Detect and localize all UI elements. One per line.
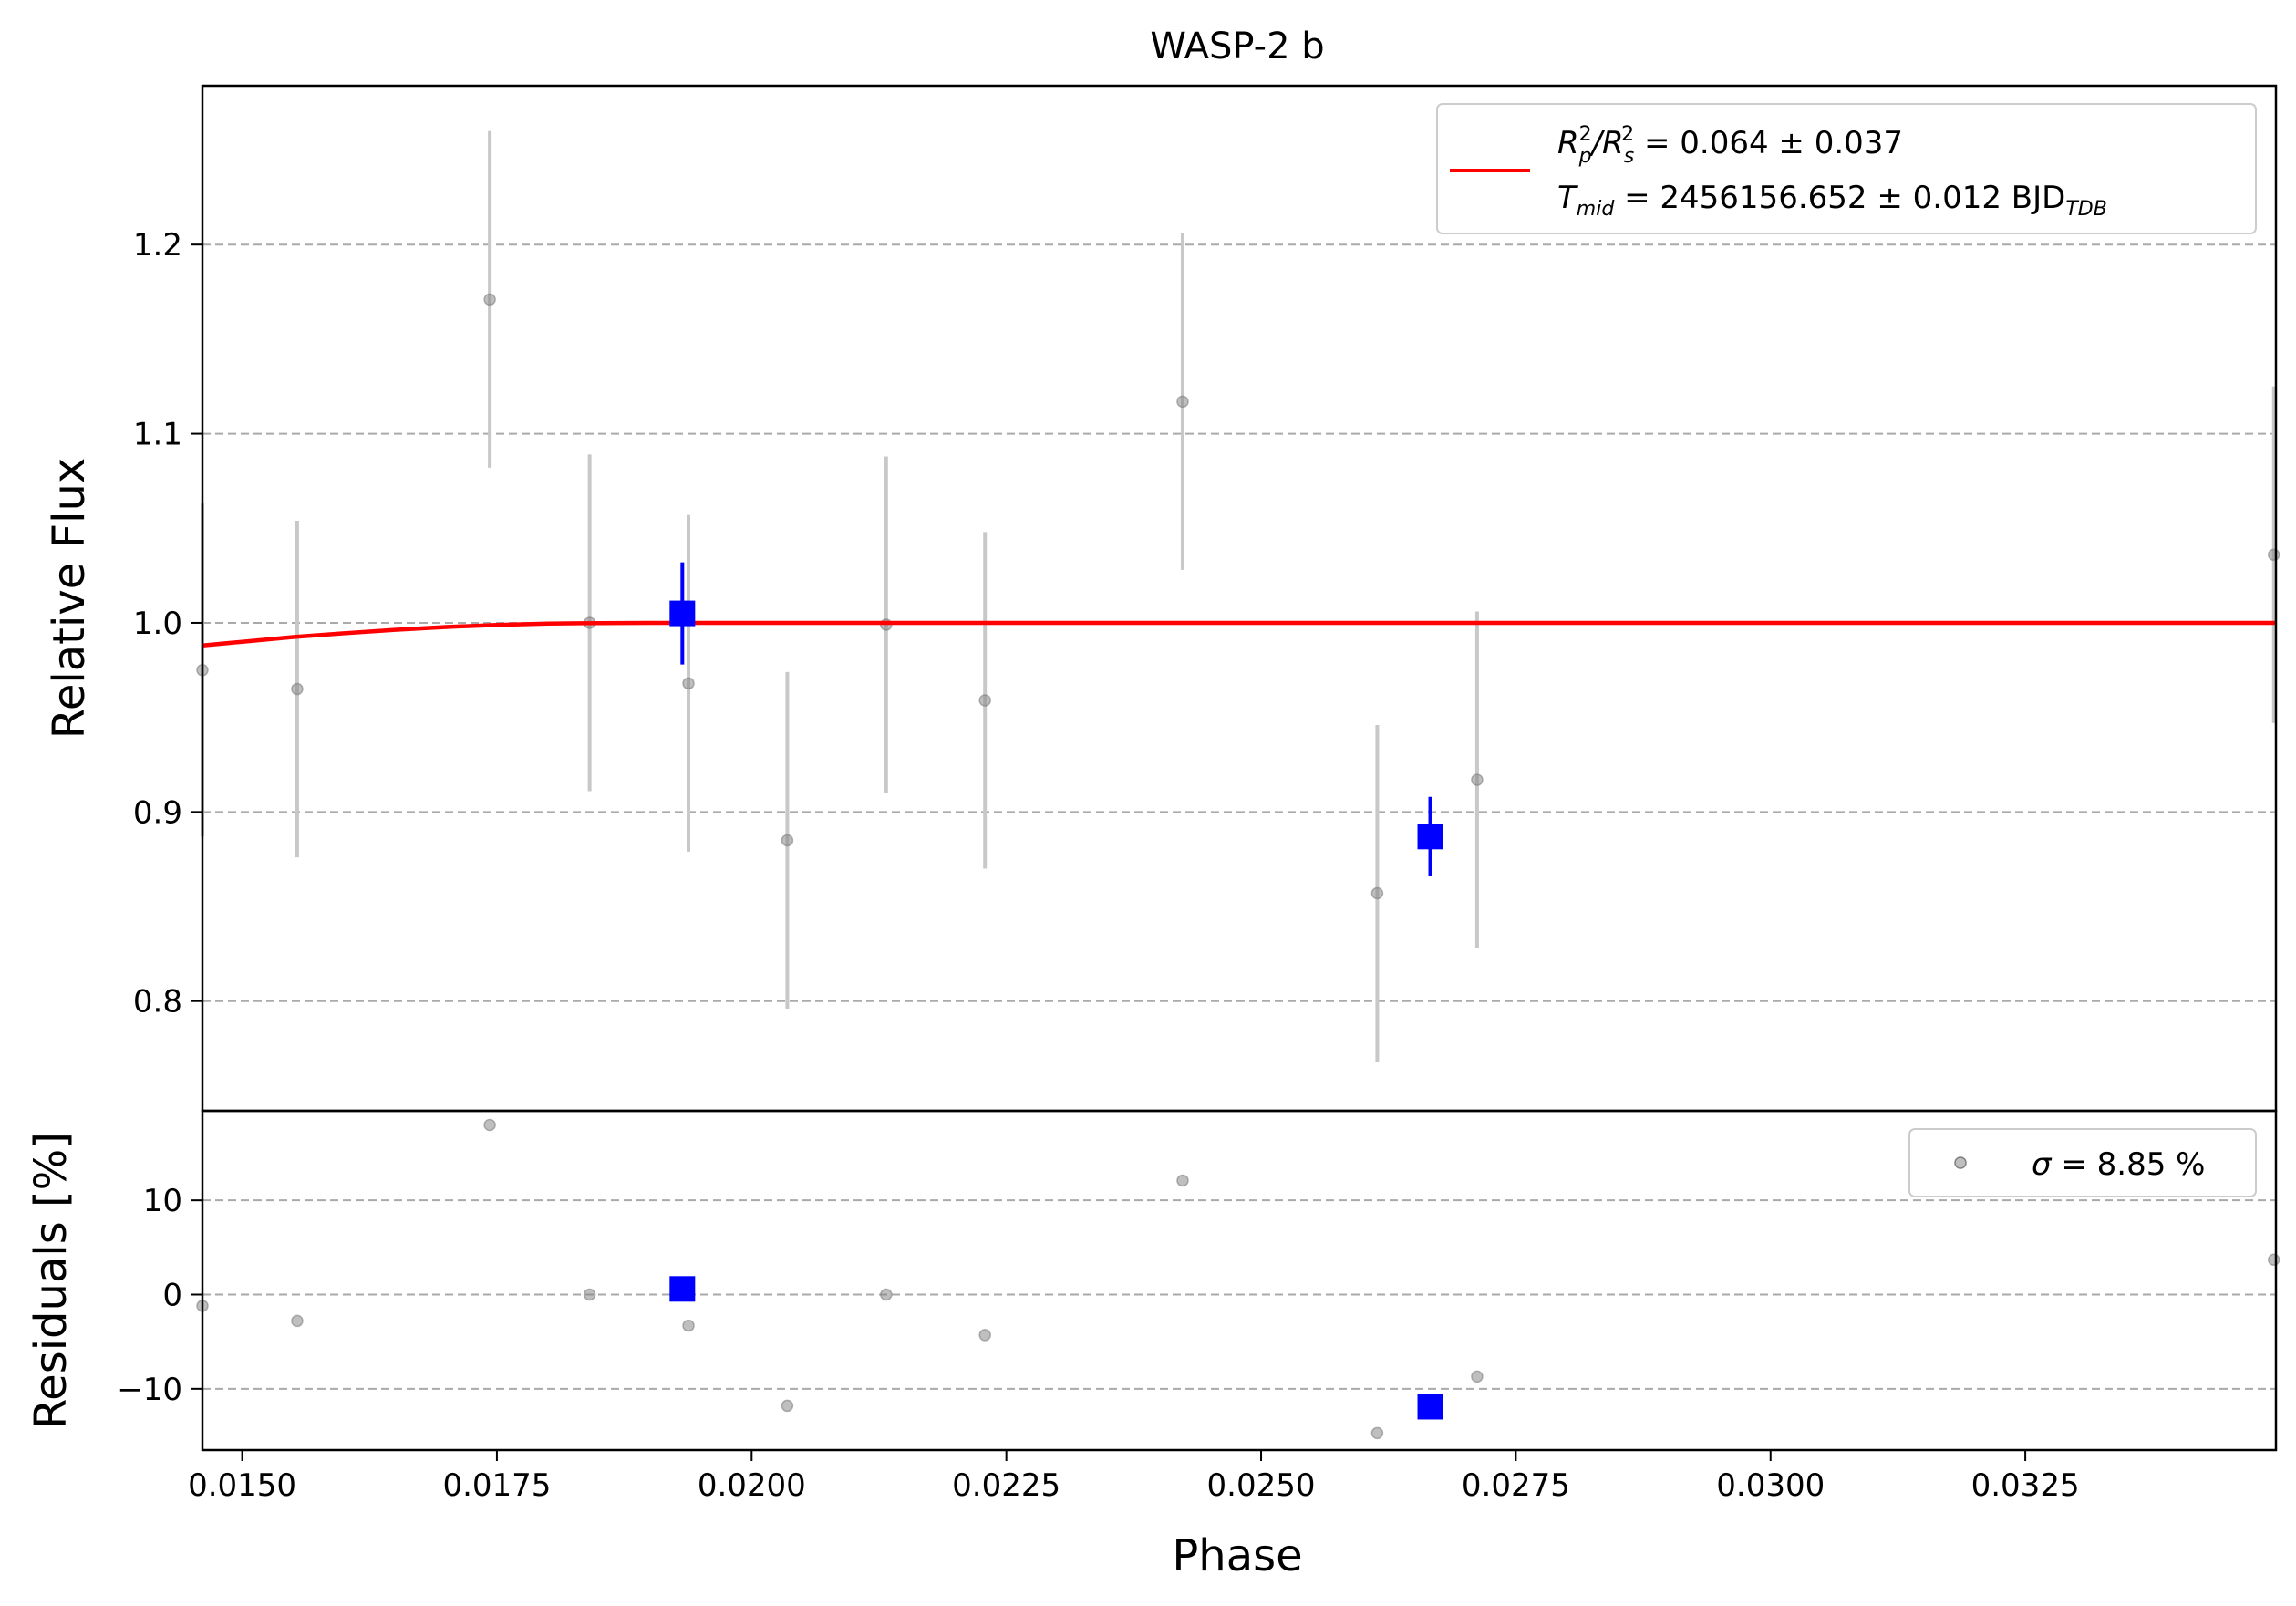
- main-y-tick-label: 1.1: [133, 417, 182, 453]
- residual-binned-point: [669, 1276, 696, 1302]
- residual-raw-point: [583, 1288, 596, 1301]
- raw-data-point: [781, 834, 794, 847]
- legend-rp-rs-entry: Rp2/Rs2 = 0.064 ± 0.037: [1557, 123, 1903, 168]
- x-tick-label: 0.0200: [698, 1467, 806, 1504]
- x-tick-label: 0.0150: [188, 1467, 296, 1504]
- main-binned-points: [669, 562, 1443, 876]
- residual-axes-frame: [201, 1109, 2278, 1452]
- raw-data-point: [483, 293, 496, 306]
- residual-raw-points: [196, 1118, 2280, 1440]
- x-axis-label: Phase: [1172, 1530, 1302, 1581]
- residual-binned-point: [1417, 1394, 1443, 1420]
- x-tick-label: 0.0250: [1207, 1467, 1316, 1504]
- residual-raw-point: [1471, 1370, 1484, 1383]
- residual-raw-point: [2268, 1253, 2280, 1267]
- main-y-tick-label: 0.9: [133, 794, 182, 831]
- residual-y-axis-label: Residuals [%]: [26, 1132, 77, 1429]
- raw-data-point: [682, 677, 695, 690]
- raw-data-point: [291, 682, 304, 696]
- main-model-line: [202, 620, 2276, 648]
- transit-model-curve: [202, 620, 2276, 648]
- main-legend-box: [1436, 103, 2257, 234]
- main-y-axis-label: Relative Flux: [44, 458, 95, 740]
- x-tick-label: 0.0225: [952, 1467, 1060, 1504]
- residual-raw-point: [781, 1399, 794, 1413]
- residual-raw-point: [880, 1288, 893, 1301]
- residual-y-tick-label: −10: [117, 1372, 182, 1408]
- raw-data-point: [978, 694, 991, 707]
- legend-sigma-entry: σ = 8.85 %: [2032, 1146, 2205, 1183]
- residual-legend: σ = 8.85 %: [1908, 1128, 2257, 1197]
- residual-raw-point: [1176, 1174, 1189, 1187]
- residual-y-tick-label: 10: [143, 1183, 182, 1219]
- main-raw-points: [196, 130, 2280, 1062]
- residual-raw-point: [978, 1329, 991, 1342]
- residual-raw-point: [483, 1118, 496, 1132]
- binned-data-point: [1417, 824, 1443, 850]
- main-y-ticks: 0.8 0.9 1.0 1.1 1.2: [133, 227, 202, 1021]
- x-ticks: 0.0150 0.0175 0.0200 0.0225 0.0250 0.0275 0.03…: [188, 1450, 2080, 1504]
- raw-data-point: [2268, 548, 2280, 562]
- binned-data-point: [669, 600, 696, 627]
- x-tick-label: 0.0325: [1971, 1467, 2080, 1504]
- x-tick-label: 0.0175: [442, 1467, 551, 1504]
- residual-raw-point: [1370, 1426, 1384, 1440]
- main-y-tick-label: 1.0: [133, 606, 182, 642]
- residual-binned-points: [669, 1276, 1443, 1420]
- raw-data-point: [1471, 773, 1484, 786]
- residual-raw-point: [682, 1319, 695, 1332]
- residual-y-ticks: −10 0 10: [117, 1183, 202, 1408]
- main-y-tick-label: 0.8: [133, 984, 182, 1021]
- residual-raw-point: [291, 1314, 304, 1328]
- residual-gridlines: [202, 1199, 2276, 1390]
- legend-residual-swatch: [1954, 1156, 1967, 1169]
- legend-tmid-entry: Tmid = 2456156.652 ± 0.012 BJDTDB: [1557, 180, 2107, 221]
- main-axes-frame: [201, 84, 2278, 1113]
- residual-legend-box: [1908, 1128, 2257, 1197]
- raw-data-point: [1176, 395, 1189, 409]
- raw-data-point: [1370, 886, 1384, 900]
- chart-title: WASP-2 b: [1150, 26, 1324, 67]
- x-tick-label: 0.0275: [1462, 1467, 1570, 1504]
- main-y-tick-label: 1.2: [133, 227, 182, 264]
- residual-y-tick-label: 0: [162, 1278, 182, 1314]
- main-legend: Rp2/Rs2 = 0.064 ± 0.037 Tmid = 2456156.6…: [1436, 103, 2257, 234]
- x-tick-label: 0.0300: [1716, 1467, 1825, 1504]
